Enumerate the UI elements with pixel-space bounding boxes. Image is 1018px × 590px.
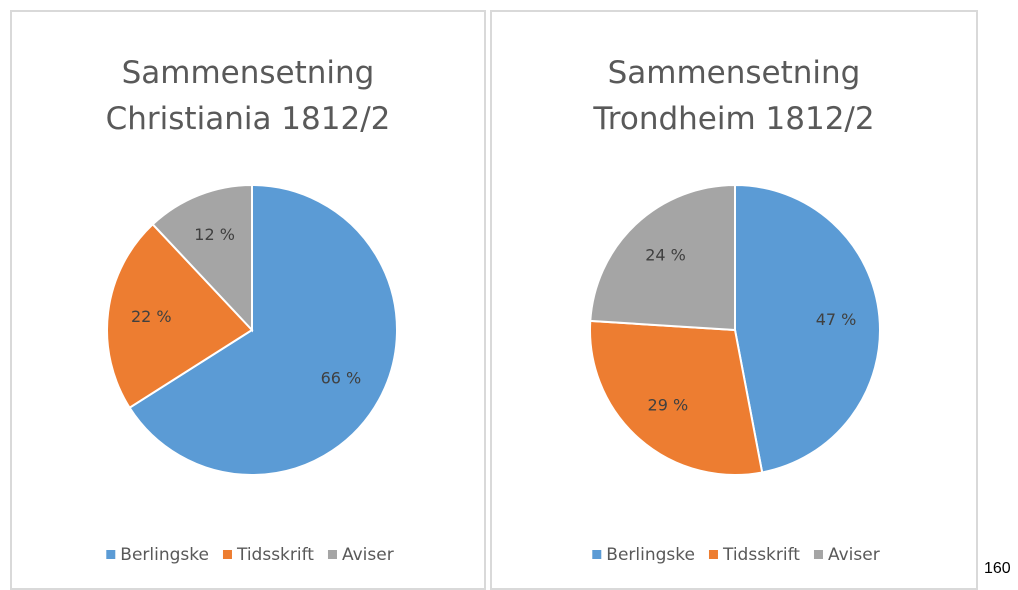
title-line: Sammensetning [607,55,861,91]
legend-swatch [222,550,232,559]
legend-swatch [813,550,823,559]
page-number: 160 [984,560,1011,577]
legend-label: Berlingske [606,545,695,565]
chart-panel: Sammensetning Trondheim 1812/2 47 % 29 % 24… [490,10,978,590]
legend-label: Tidsskrift [236,545,314,565]
title-line: Trondheim 1812/2 [593,101,875,137]
pie-slice [734,183,881,474]
chart: 66 % 22 % 12 % Berlingske Tidsskrift Aviser [106,183,398,565]
chart-panel: Sammensetning Christiania 1812/2 66 % 22 %… [10,10,486,590]
pie-slice [589,183,736,332]
data-label: 24 % [645,246,686,265]
data-label: 29 % [648,396,689,415]
legend-label: Aviser [342,545,394,565]
data-label: 66 % [321,368,362,387]
legend-label: Aviser [828,545,880,565]
pie-slice [589,319,764,476]
data-label: 22 % [131,307,172,326]
legend-swatch [327,550,337,559]
legend-swatch [708,550,718,559]
legend-swatch [592,550,602,559]
data-label: 47 % [816,310,857,329]
chart-title: Sammensetning Trondheim 1812/2 [492,50,976,142]
pie-slice [151,183,253,333]
pie-slice [128,183,398,476]
legend-label: Berlingske [120,545,209,565]
pie-slice [106,222,254,410]
chart: 47 % 29 % 24 % Berlingske Tidsskrift Aviser [589,183,881,565]
legend-swatch [106,550,116,559]
legend-label: Tidsskrift [722,545,800,565]
chart-title: Sammensetning Christiania 1812/2 [12,50,484,142]
title-line: Christiania 1812/2 [105,101,391,137]
title-line: Sammensetning [121,55,375,91]
data-label: 12 % [194,225,235,244]
